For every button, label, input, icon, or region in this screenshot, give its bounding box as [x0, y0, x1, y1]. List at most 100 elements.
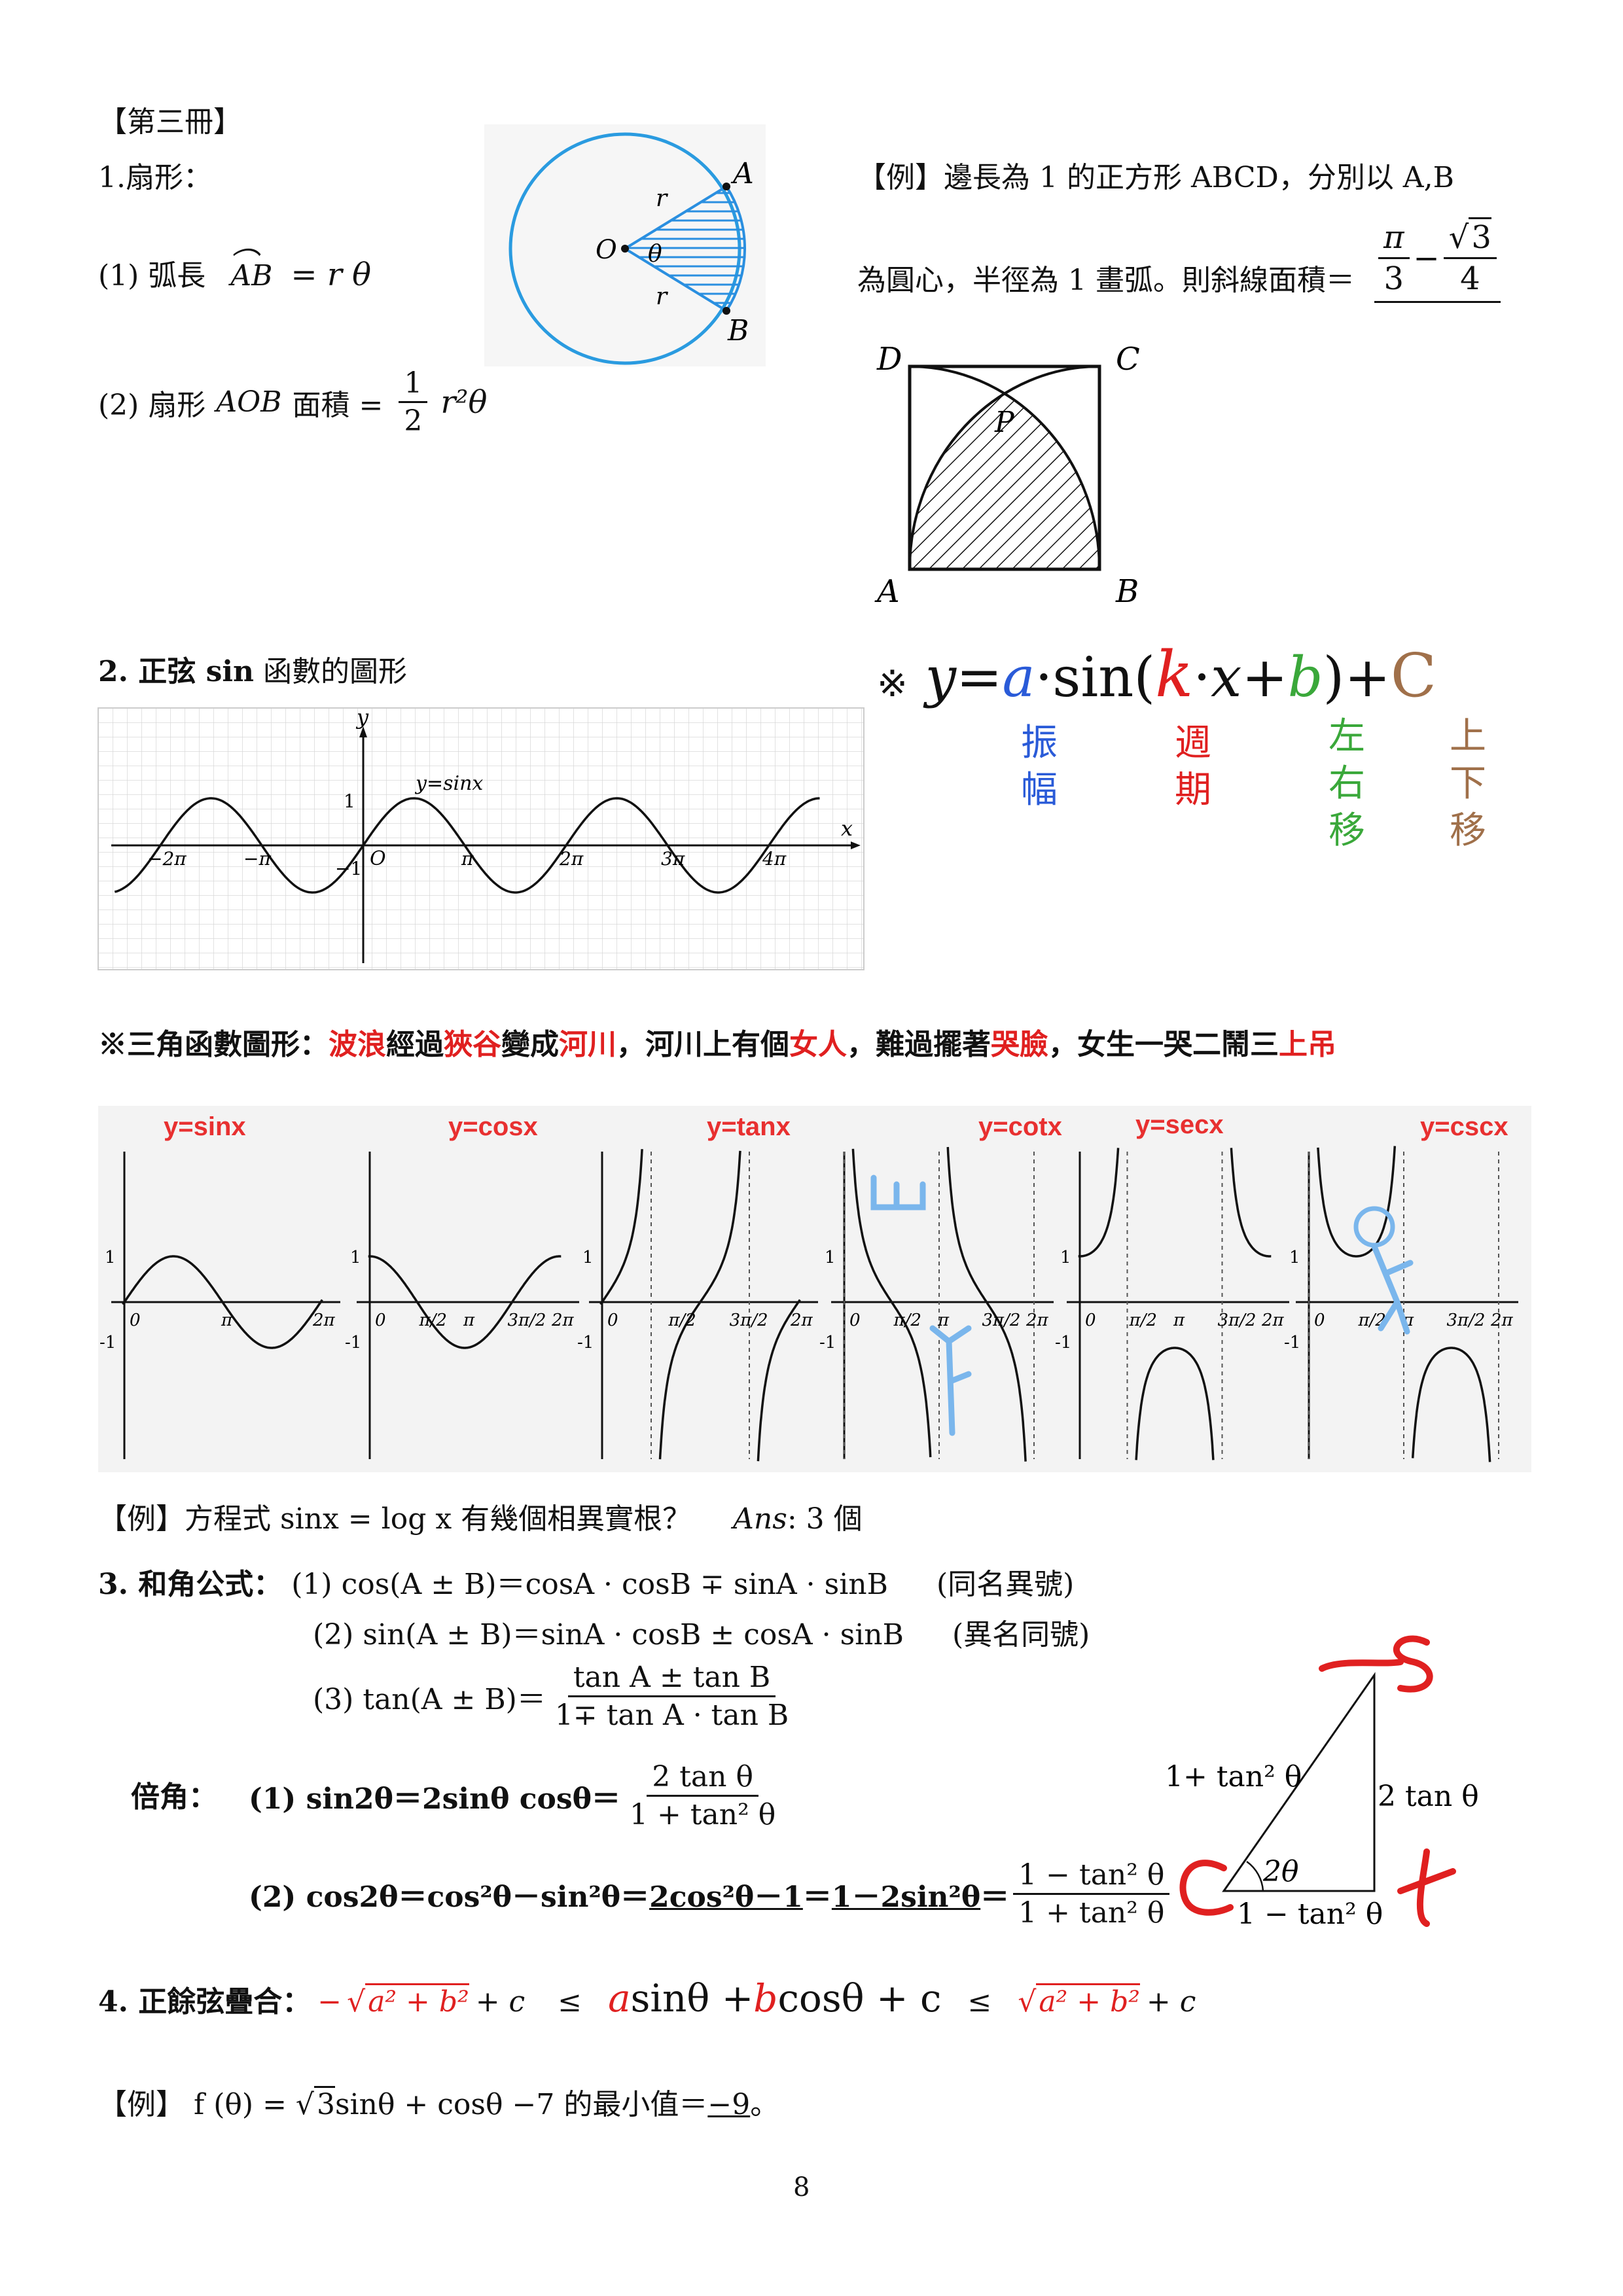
tick-1: 1 — [582, 1248, 594, 1267]
label-c: C — [1116, 341, 1140, 378]
point-b — [722, 307, 730, 315]
example2-line: 【例】方程式 sinx = log x 有幾個相異實根？ Ans: 3 個 — [98, 1502, 863, 1536]
tick-label: 0 — [607, 1311, 618, 1330]
area-tail: r²θ — [440, 383, 488, 421]
tick-neg1: -1 — [1284, 1333, 1300, 1352]
label-sin: y=sinx — [164, 1112, 246, 1141]
tick-label: 0 — [1314, 1311, 1325, 1330]
label-o: O — [596, 235, 617, 265]
area-name: AOB — [216, 385, 282, 419]
trig-graphs-strip: 1-10 π 2π 1-10 π/2 π 3π/2 2π 1-10 π/2 3π/2 2π 1-1… — [98, 1106, 1531, 1472]
label-sec: y=secx — [1135, 1110, 1224, 1139]
example1-line1: 【例】邊長為 1 的正方形 ABCD，分別以 A,B — [857, 161, 1454, 194]
graph-sin: 1 -1 0 π 2π — [99, 1152, 340, 1459]
tick-label: 2π — [790, 1311, 813, 1330]
label-d: D — [876, 341, 902, 378]
tick-neg1: -1 — [577, 1333, 594, 1352]
tick-1: 1 — [105, 1248, 116, 1267]
center-point — [621, 245, 629, 253]
graph-tan: 1 -1 0 π/2 3π/2 2π — [577, 1149, 818, 1462]
tick-neg1: -1 — [99, 1333, 116, 1352]
tick-label: 2π — [1261, 1311, 1285, 1330]
curve — [368, 1255, 562, 1349]
annot-vertical: 上下移 — [1450, 715, 1486, 852]
tick-1: 1 — [1289, 1248, 1300, 1267]
sine-heading: 2. 正弦 sin 函數的圖形 — [98, 655, 408, 688]
tick-label: 0 — [130, 1311, 141, 1330]
adj-label: 1 − tan² θ — [1237, 1898, 1383, 1931]
label-b2: B — [1115, 573, 1139, 610]
svg-text:−π: −π — [243, 848, 271, 870]
svg-text:y: y — [355, 705, 369, 730]
mnemonic-line: ※三角函數圖形：波浪經過狹谷變成河川，河川上有個女人，難過擺著哭臉，女生一哭二鬧… — [98, 1028, 1336, 1061]
section-header: 【第三冊】 — [98, 105, 242, 139]
hyp-label: 1+ tan² θ — [1165, 1760, 1302, 1793]
tick-label: 2π — [1490, 1311, 1514, 1330]
square-diagram: D C A B P — [874, 341, 1140, 610]
svg-text:2π: 2π — [559, 848, 584, 870]
label-csc: y=cscx — [1420, 1112, 1508, 1141]
tick-label: 3π/2 — [982, 1311, 1021, 1330]
label-a: A — [730, 157, 754, 190]
curve — [1317, 1146, 1491, 1462]
label-cos: y=cosx — [448, 1112, 538, 1141]
sector-shaded — [622, 185, 746, 313]
label-theta: θ — [648, 241, 662, 268]
triangle — [1222, 1672, 1376, 1892]
svg-text:−2π: −2π — [147, 848, 187, 870]
label-p: P — [994, 406, 1015, 439]
sum-angle-line1: 3. 和角公式： (1) cos(A ± B)＝cosA · cosB ∓ si… — [98, 1568, 1075, 1601]
double-angle-triangle: 2θ 1+ tan² θ 2 tan θ 1 − tan² θ — [1165, 1635, 1479, 1931]
svg-text:π: π — [461, 848, 474, 870]
graph-cot: 1 -1 0 π/2 π 3π/2 2π — [819, 1146, 1054, 1462]
opp-label: 2 tan θ — [1378, 1780, 1479, 1813]
arc-length-line: (1) 弧長 AB ⌒ = r θ — [98, 247, 371, 294]
tick-label: π — [463, 1311, 475, 1330]
example3-line: 【例】 f (θ) = √3sinθ + cosθ −7 的最小值＝−9。 — [98, 2081, 779, 2123]
svg-text:y=sinx: y=sinx — [414, 772, 483, 795]
double-angle-heading: 倍角： — [131, 1780, 217, 1814]
tick-label: 3π/2 — [508, 1311, 546, 1330]
grid — [98, 707, 865, 970]
aux-angle-line: 4. 正餘弦疊合： − √a² + b² + c ≤ a sinθ + b cosθ… — [98, 1976, 1196, 2021]
svg-text:x: x — [841, 816, 853, 841]
tick-neg1: -1 — [819, 1333, 836, 1352]
curve — [1078, 1148, 1272, 1460]
tick-label: π/2 — [419, 1311, 447, 1330]
curve — [599, 1149, 801, 1462]
label-r-top: r — [656, 185, 668, 212]
graph-sec: 1 -1 0 π/2 π 3π/2 2π — [1055, 1148, 1289, 1460]
tick-label: π/2 — [893, 1311, 921, 1330]
graph-csc: 1-10 π/2 π 3π/2 2π — [1284, 1146, 1518, 1462]
svg-text:1: 1 — [344, 790, 355, 812]
tick-label: 2π — [551, 1311, 575, 1330]
doodle-river — [870, 1174, 926, 1210]
example1-line2: 為圓心，半徑為 1 畫弧。則斜線面積＝ — [857, 264, 1355, 297]
tick-label: π — [937, 1311, 950, 1330]
doodle-body — [1371, 1243, 1414, 1335]
tick-label: 3π/2 — [730, 1311, 768, 1330]
label-b: B — [727, 314, 749, 347]
tick-1: 1 — [825, 1248, 836, 1267]
tick-label: 0 — [375, 1311, 386, 1330]
arc-name: AB ⌒ — [228, 247, 273, 292]
sum-angle-line3: (3) tan(A ± B)＝ tan A ± tan B 1∓ tan A · … — [313, 1661, 789, 1732]
area-word: 面積 = — [292, 388, 383, 422]
area-label: (2) 扇形 — [98, 388, 206, 422]
arc-formula: = r θ — [291, 256, 371, 293]
hand-c — [1179, 1860, 1234, 1916]
label-tan: y=tanx — [707, 1112, 791, 1141]
annot-period: 週期 — [1175, 722, 1211, 811]
arc-length-label: (1) 弧長 — [98, 259, 206, 292]
tick-label: π — [221, 1311, 233, 1330]
tick-label: π — [1173, 1311, 1185, 1330]
point-a — [722, 183, 730, 190]
tick-label: 3π/2 — [1447, 1311, 1486, 1330]
hand-t — [1397, 1848, 1456, 1927]
label-r-bottom: r — [656, 283, 668, 310]
doodle-woman — [929, 1325, 972, 1436]
